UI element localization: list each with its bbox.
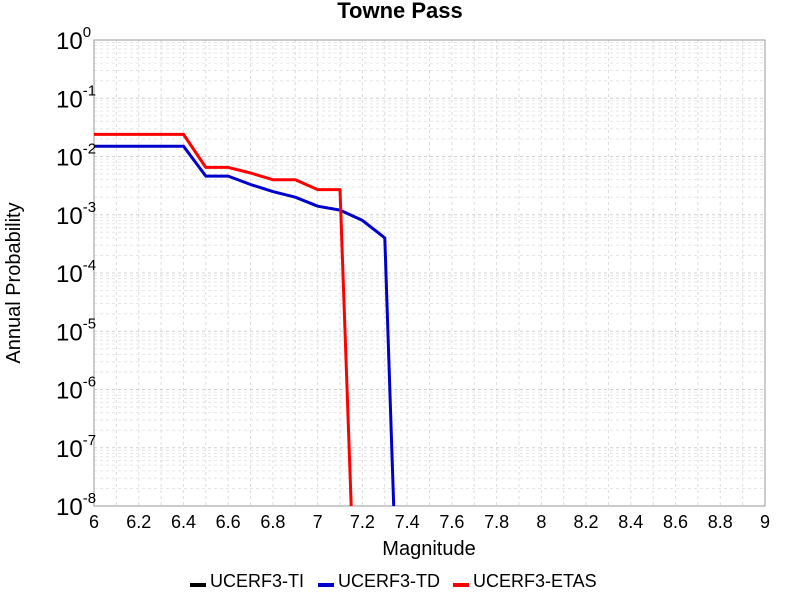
x-tick-label: 6.2 — [126, 512, 151, 532]
x-tick-label: 7.6 — [439, 512, 464, 532]
x-axis-label: Magnitude — [382, 538, 475, 560]
x-tick-label: 6 — [89, 512, 99, 532]
plot-frame — [93, 39, 766, 507]
series-line-ucerf3-td — [94, 144, 396, 507]
y-tick-label: 10-2 — [56, 141, 96, 172]
y-tick-label: 10-3 — [56, 199, 96, 230]
y-tick-label: 10-8 — [56, 490, 96, 521]
y-ticks: 10-8 10-7 10-6 10-5 10-4 10-3 10-2 10-1 100 — [56, 24, 96, 521]
x-tick-label: 9 — [760, 512, 770, 532]
x-tick-label: 6.6 — [216, 512, 241, 532]
y-tick-label: 10-7 — [56, 432, 96, 463]
x-tick-label: 6.8 — [260, 512, 285, 532]
legend-label: UCERF3-TD — [338, 571, 440, 591]
x-tick-label: 7.8 — [484, 512, 509, 532]
series-layer — [94, 132, 396, 507]
x-tick-label: 8 — [536, 512, 546, 532]
legend-label: UCERF3-ETAS — [473, 571, 597, 591]
x-tick-label: 7.4 — [395, 512, 420, 532]
x-tick-label: 8.6 — [663, 512, 688, 532]
x-tick-label: 7.2 — [350, 512, 375, 532]
legend: UCERF3-TI UCERF3-TD UCERF3-ETAS — [190, 571, 597, 591]
y-tick-label: 10-1 — [56, 82, 96, 113]
y-tick-label: 10-5 — [56, 315, 96, 346]
x-tick-label: 7 — [313, 512, 323, 532]
x-ticks: 6 6.2 6.4 6.6 6.8 7 7.2 7.4 7.6 7.8 8 8.2 8.4 8.6 8.8 9 — [89, 512, 770, 532]
y-tick-label: 100 — [56, 24, 91, 55]
y-tick-label: 10-4 — [56, 257, 96, 288]
x-tick-label: 8.4 — [618, 512, 643, 532]
grid — [93, 40, 766, 507]
chart-title: Towne Pass — [337, 0, 463, 23]
y-axis-label: Annual Probability — [3, 202, 25, 363]
x-tick-label: 8.8 — [708, 512, 733, 532]
legend-label: UCERF3-TI — [210, 571, 304, 591]
y-tick-label: 10-6 — [56, 374, 96, 405]
series-line-ucerf3-etas — [94, 132, 353, 507]
x-tick-label: 6.4 — [171, 512, 196, 532]
x-tick-label: 8.2 — [574, 512, 599, 532]
